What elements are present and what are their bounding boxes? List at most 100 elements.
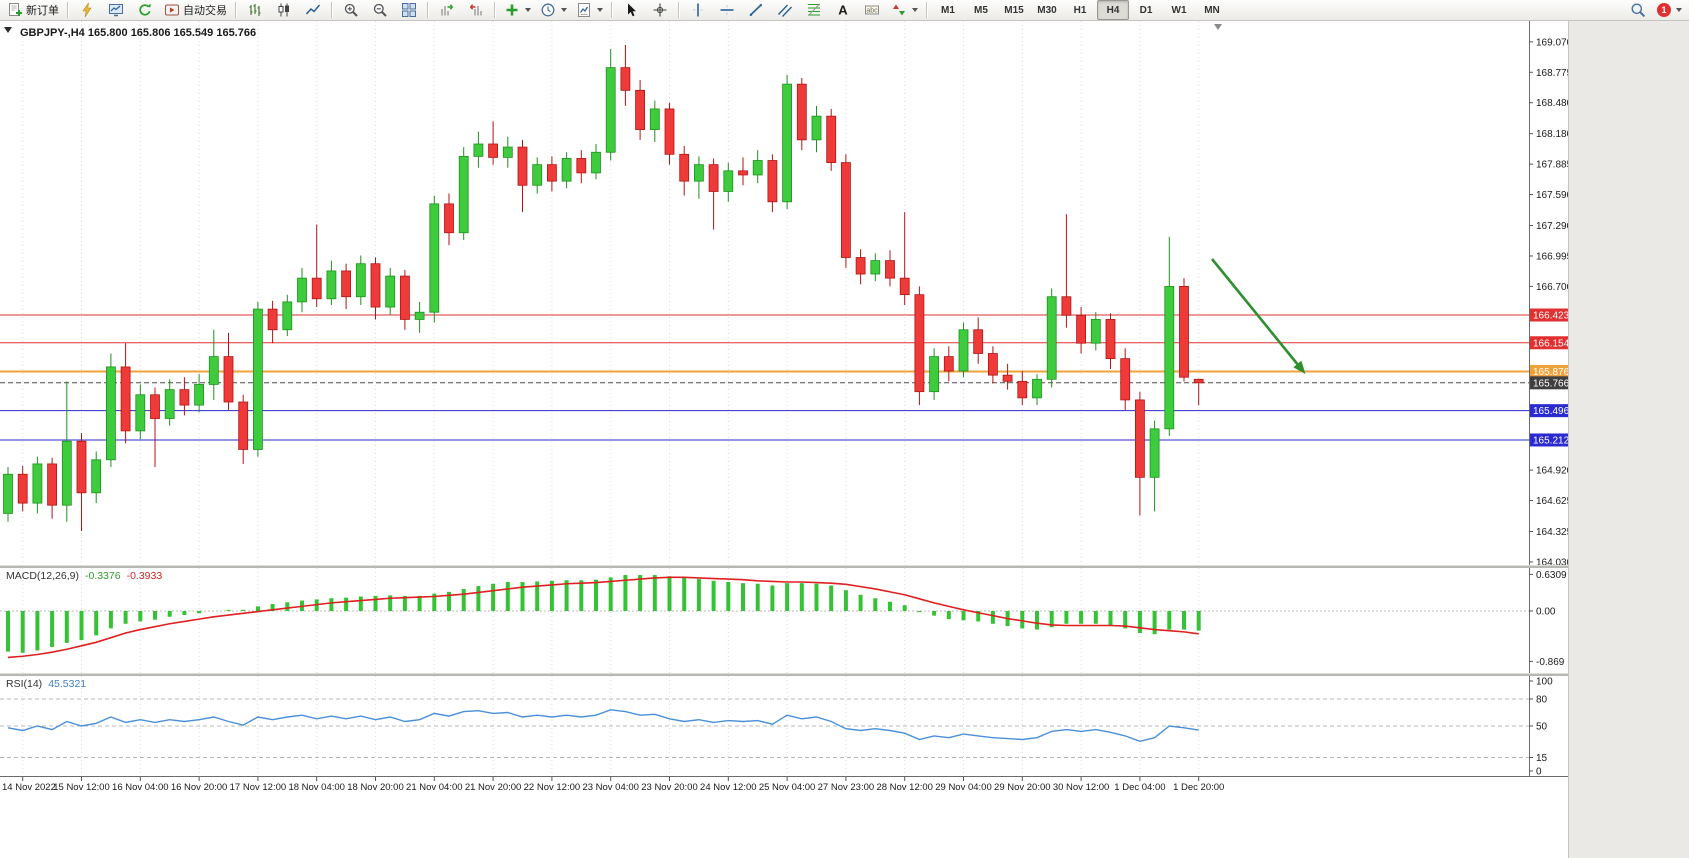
fibonacci-button[interactable] — [800, 0, 828, 20]
market-watch-button[interactable] — [102, 0, 130, 20]
text-label-button[interactable]: abc — [858, 0, 886, 20]
timeframe-button-H4[interactable]: H4 — [1097, 0, 1129, 20]
horizontal-line-button[interactable] — [713, 0, 741, 20]
candle — [370, 257, 381, 320]
search-button[interactable] — [1624, 0, 1652, 20]
macd-axis[interactable] — [1530, 568, 1568, 673]
candle — [282, 294, 293, 336]
refresh-button[interactable] — [131, 0, 159, 20]
macd-panel[interactable]: 0.6309 0.00 -0.869 — [0, 568, 1568, 673]
time-axis-area[interactable] — [0, 776, 1568, 793]
toolbar-separator — [235, 2, 237, 18]
macd-signal-value: -0.3933 — [126, 570, 163, 582]
new-order-button[interactable]: 新订单 — [3, 0, 63, 20]
timeframe-button-D1[interactable]: D1 — [1139, 4, 1153, 16]
candlestick-chart-button[interactable] — [270, 0, 298, 20]
price-badge-165.212: 165.212 — [1529, 433, 1568, 447]
candle — [1105, 313, 1116, 369]
candle — [1179, 278, 1189, 382]
timeframe-button-M5[interactable]: M5 — [974, 4, 988, 16]
timeframe-button-H1[interactable]: H1 — [1073, 4, 1087, 16]
timeframe-button-MN[interactable]: MN — [1204, 4, 1220, 16]
chevron-down-icon — [525, 8, 531, 12]
candle — [1149, 420, 1160, 512]
candle — [414, 301, 425, 333]
metaeditor-button[interactable] — [73, 0, 101, 20]
timeframe-button-W1[interactable]: W1 — [1171, 4, 1187, 16]
bar-chart-button[interactable] — [241, 0, 269, 20]
arrow-annotation[interactable] — [1210, 258, 1306, 375]
channel-button[interactable] — [771, 0, 799, 20]
candle — [958, 322, 969, 378]
candle — [620, 44, 631, 106]
zoom-in-button[interactable] — [337, 0, 365, 20]
crosshair-button[interactable] — [646, 0, 674, 20]
time-axis-label: 18 Nov 04:00 — [288, 782, 345, 793]
search-icon — [1631, 3, 1646, 18]
autotrading-button[interactable]: 自动交易 — [160, 0, 231, 20]
trendline-button[interactable] — [742, 0, 770, 20]
svg-text:165.876: 165.876 — [1533, 367, 1568, 378]
candle — [326, 260, 337, 305]
candle — [1002, 363, 1013, 390]
zoom-out-button[interactable] — [366, 0, 394, 20]
tile-windows-button[interactable] — [395, 0, 423, 20]
chart-shift-button[interactable] — [462, 0, 490, 20]
svg-text:A: A — [838, 3, 848, 18]
candle — [252, 301, 263, 457]
indicators-button[interactable] — [500, 0, 535, 20]
horizontal-line-icon — [720, 5, 734, 15]
notifications-button[interactable]: 1 — [1653, 0, 1686, 20]
timeframe-button-M15[interactable]: M15 — [1004, 4, 1024, 16]
arrows-icon — [893, 4, 905, 16]
vertical-line-button[interactable] — [684, 0, 712, 20]
macd-plot-area[interactable] — [0, 568, 1568, 673]
timeframe-button-M30[interactable]: M30 — [1037, 4, 1057, 16]
toolbar-separator — [494, 2, 496, 18]
rsi-panel[interactable]: 100 80 50 15 0 — [0, 676, 1568, 776]
line-chart-button[interactable] — [299, 0, 327, 20]
candle — [1193, 378, 1204, 406]
templates-button[interactable] — [572, 0, 607, 20]
time-axis-label: 25 Nov 04:00 — [759, 782, 816, 793]
candle — [1120, 348, 1131, 411]
rsi-label: RSI(14) 45.5321 — [6, 678, 86, 690]
price-axis[interactable] — [1530, 21, 1568, 565]
price-axis-label: 169.070 — [1536, 37, 1568, 48]
cursor-button[interactable] — [617, 0, 645, 20]
periods-button[interactable] — [536, 0, 571, 20]
candle — [885, 250, 895, 287]
chevron-down-icon — [561, 8, 567, 12]
rsi-value: 45.5321 — [48, 678, 87, 690]
chart-shift-marker[interactable] — [1214, 24, 1222, 30]
chevron-down-icon — [597, 8, 603, 12]
candle — [649, 100, 660, 142]
tile-windows-icon — [402, 3, 416, 17]
price-axis-label: 164.325 — [1536, 527, 1568, 538]
candle — [796, 77, 807, 151]
candle — [752, 150, 763, 184]
candle — [517, 139, 528, 213]
rsi-axis-label: 0 — [1536, 767, 1542, 777]
time-axis-label: 23 Nov 20:00 — [641, 782, 698, 793]
one-click-trading-toggle[interactable] — [4, 27, 12, 33]
candle — [135, 384, 146, 440]
candlestick-chart-icon — [278, 3, 289, 17]
auto-scroll-button[interactable] — [433, 0, 461, 20]
main-chart[interactable]: 169.070 168.775 168.480 168.180 167.885 167.5… — [0, 21, 1568, 565]
rsi-axis-label: 50 — [1536, 722, 1548, 733]
crosshair-icon — [653, 3, 667, 17]
new-order-button-label: 新订单 — [26, 5, 59, 17]
timeframe-button-M1[interactable]: M1 — [941, 4, 955, 16]
rsi-axis-label: 100 — [1536, 677, 1553, 688]
chart-shift-icon — [470, 4, 482, 16]
rsi-axis[interactable] — [1530, 676, 1568, 776]
price-axis-label: 168.480 — [1536, 98, 1568, 109]
candle — [738, 157, 748, 186]
candle — [929, 348, 939, 400]
text-button[interactable]: A — [829, 0, 857, 20]
candle — [943, 346, 954, 382]
arrows-button[interactable] — [887, 0, 922, 20]
